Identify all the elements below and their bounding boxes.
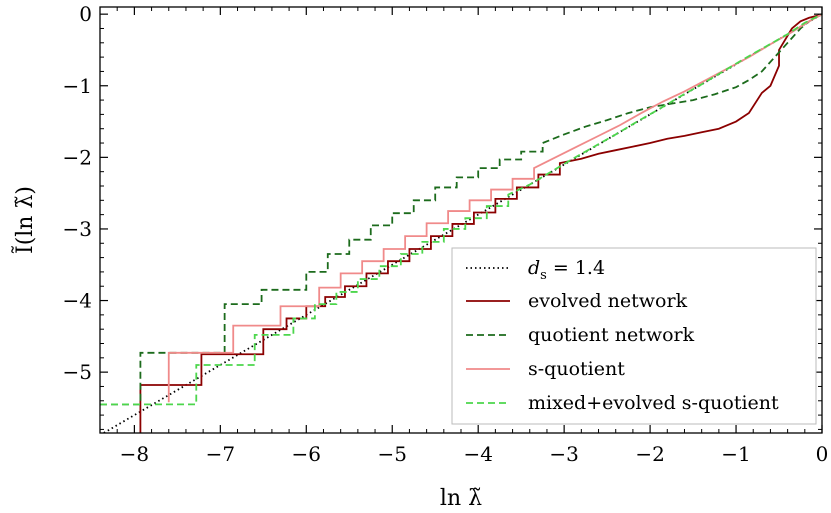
y-tick-label: −1 bbox=[63, 74, 92, 98]
legend-items: ds = 1.4 evolved network quotient network s… bbox=[466, 257, 779, 414]
x-tick-label: −4 bbox=[463, 442, 492, 466]
legend-label: evolved network bbox=[528, 290, 688, 312]
legend-label: quotient network bbox=[528, 324, 695, 346]
series-mixed-evolved-s-quotient bbox=[100, 13, 822, 406]
x-tick-label: −5 bbox=[377, 442, 406, 466]
legend-label: mixed+evolved s-quotient bbox=[528, 392, 779, 414]
x-tick-label: −8 bbox=[120, 442, 149, 466]
plot-frame bbox=[99, 6, 823, 434]
x-tick-label: −1 bbox=[721, 442, 750, 466]
series-evolved-network bbox=[139, 13, 822, 433]
series-layer bbox=[100, 13, 822, 433]
x-tick-label: −2 bbox=[635, 442, 664, 466]
y-tick-label: 0 bbox=[79, 2, 92, 26]
legend-box bbox=[451, 247, 817, 425]
series-quotient-network bbox=[100, 13, 822, 406]
y-tick-label: −2 bbox=[63, 145, 92, 169]
x-tick-label: −6 bbox=[292, 442, 321, 466]
series-s-quotient bbox=[167, 13, 822, 403]
x-tick-label: −3 bbox=[549, 442, 578, 466]
x-tick-label: 0 bbox=[816, 442, 829, 466]
tick-layer: −8 −7 −6 −5 −4 −3 −2 −1 0 0 −1 −2 −3 −4 −5 bbox=[63, 2, 829, 466]
legend-label: s-quotient bbox=[528, 358, 625, 380]
legend-label: ds = 1.4 bbox=[528, 257, 605, 283]
y-tick-label: −3 bbox=[63, 217, 92, 241]
x-axis-label: ln λ̃ bbox=[440, 486, 482, 511]
y-tick-label: −4 bbox=[63, 289, 92, 313]
legend: ds = 1.4 evolved network quotient network s… bbox=[451, 247, 817, 425]
y-axis-label: Ĩ(ln λ̃) bbox=[10, 186, 38, 254]
x-tick-label: −7 bbox=[206, 442, 235, 466]
y-tick-label: −5 bbox=[63, 360, 92, 384]
